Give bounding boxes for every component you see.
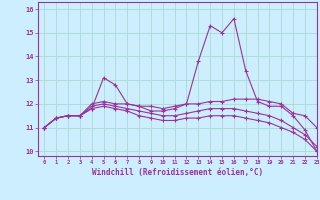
X-axis label: Windchill (Refroidissement éolien,°C): Windchill (Refroidissement éolien,°C): [92, 168, 263, 177]
